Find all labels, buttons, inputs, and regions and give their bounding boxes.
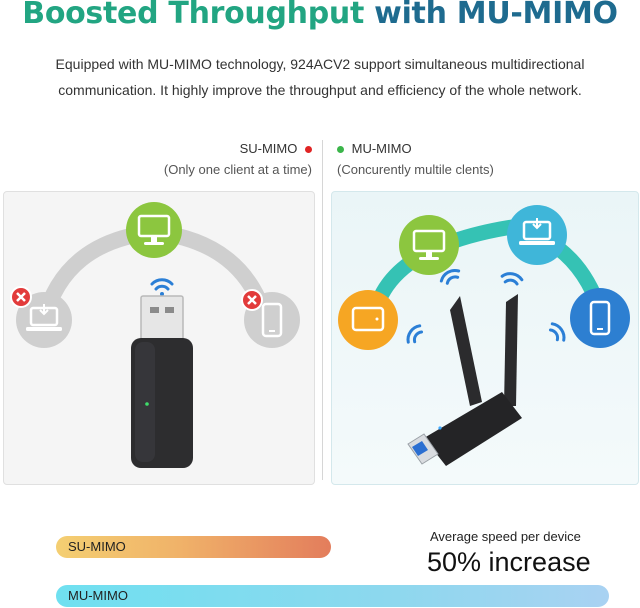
laptop-icon [16,292,72,348]
metric-value: 50% increase [427,547,591,577]
monitor-icon [399,215,459,275]
wifi-signal-icon [406,324,424,344]
mu-mimo-subtitle: (Concurently multile clents) [337,162,494,177]
description-line-1: Equipped with MU-MIMO technology, 924ACV… [55,56,585,72]
su-mimo-diagram [10,202,300,468]
wifi-signal-icon [150,278,174,296]
mu-mimo-label: MU-MIMO [351,141,412,156]
su-mimo-bar-label: SU-MIMO [68,539,126,554]
su-mimo-label: SU-MIMO [239,141,298,156]
usb-adapter-image [131,295,193,468]
title-part-1: Boosted Throughput [22,0,364,31]
phone-icon [570,288,630,348]
blocked-x-icon [241,289,263,311]
laptop-icon [507,205,567,265]
antenna-left [450,296,482,406]
green-dot-icon [337,146,344,154]
su-mimo-illustration [3,191,315,485]
su-mimo-heading: SU-MIMO (Only one client at a time) [164,141,312,177]
mu-mimo-diagram [338,205,630,466]
wifi-signal-icon [548,322,566,342]
description-line-2: communication. It highly improve the thr… [58,82,582,98]
wifi-signal-icon [439,269,461,285]
usb-adapter-image [407,294,522,466]
mu-mimo-bar-label: MU-MIMO [68,588,128,603]
su-mimo-speed-bar [56,536,331,558]
center-divider [322,140,323,480]
title-part-2: with MU-MIMO [374,0,618,31]
su-mimo-subtitle: (Only one client at a time) [163,162,312,177]
metric-label: Average speed per device [430,529,581,544]
tablet-icon [338,290,398,350]
page-title: Boosted Throughput with MU-MIMO [0,0,640,31]
wifi-signal-icon [500,272,524,286]
monitor-icon [126,202,182,258]
mu-mimo-speed-bar [56,585,609,607]
mu-mimo-illustration [331,191,639,485]
antenna-right [504,294,518,406]
red-dot-icon [305,146,312,154]
mu-mimo-heading: MU-MIMO (Concurently multile clents) [337,141,494,177]
blocked-x-icon [10,286,32,308]
